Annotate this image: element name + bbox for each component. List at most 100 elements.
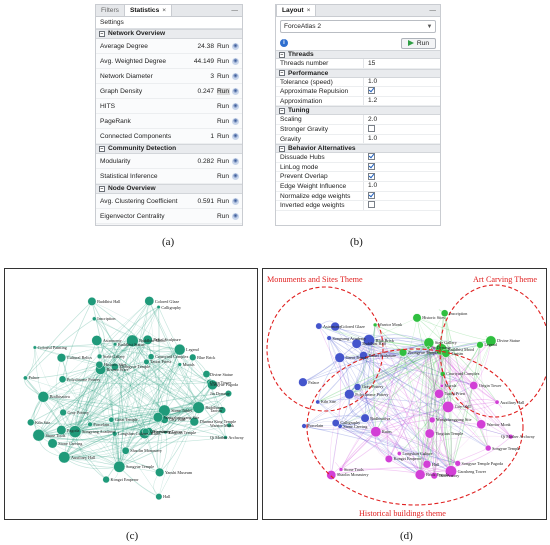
value-field-threads-number[interactable]: 15 [368,59,376,67]
property-value[interactable] [364,124,440,134]
graph-edge [328,337,449,408]
property-value[interactable] [364,153,440,163]
minimize-icon[interactable]: — [429,7,436,14]
graph-edge [64,425,230,458]
info-icon[interactable]: ◉ [232,117,239,125]
value-field-approximation[interactable]: 1.2 [368,97,378,105]
section-threads[interactable]: − Threads [276,50,440,59]
graph-node [27,418,35,427]
collapse-icon[interactable]: − [99,31,105,37]
info-icon[interactable]: ◉ [232,57,239,65]
collapse-icon[interactable]: − [279,107,285,114]
property-value[interactable] [364,191,440,201]
graph-edge [61,349,180,431]
collapse-icon[interactable]: − [279,70,285,77]
info-icon[interactable]: ◉ [232,212,239,220]
layout-algorithm-select[interactable]: ForceAtlas 2 ▼ [280,20,436,33]
info-icon[interactable]: ◉ [232,157,239,165]
info-icon[interactable]: ◉ [232,102,239,110]
value-field-gravity[interactable]: 1.0 [368,135,378,143]
value-field-scaling[interactable]: 2.0 [368,115,378,123]
run-button[interactable]: Run [217,102,230,110]
info-icon[interactable]: i [280,39,288,47]
graph-edge [419,349,442,475]
graph-edge [317,339,370,403]
run-button[interactable]: Run [217,42,230,50]
monuments-theme-outline [266,286,384,412]
info-icon[interactable]: ◉ [232,197,239,205]
section-community-detection[interactable]: − Community Detection [96,144,242,154]
info-icon[interactable]: ◉ [232,42,239,50]
info-icon[interactable]: ◉ [232,87,239,95]
run-button[interactable]: Run [217,212,230,220]
run-button[interactable]: Run [217,72,230,80]
checkbox-inverted-edge-weights[interactable] [368,201,375,209]
graph-node [424,428,435,439]
tab-filters[interactable]: Filters [101,7,119,14]
graph-edge [74,344,116,432]
node-label: Songyue Pagoda [210,382,239,388]
run-button[interactable]: Run [217,87,230,95]
graph-edge [434,349,444,476]
checkbox-prevent-overlap[interactable] [368,172,375,180]
graph-edge [318,325,442,350]
section-behavior-alternatives[interactable]: − Behavior Alternatives [276,144,440,154]
section-tuning[interactable]: − Tuning [276,106,440,116]
checkbox-linlog-mode[interactable] [368,163,375,170]
section-network-overview[interactable]: − Network Overview [96,29,242,39]
node-label: Songyue Temple [492,445,521,451]
close-icon[interactable]: × [306,7,311,14]
property-value[interactable] [364,162,440,172]
node-label: Wangzhenggang Site [436,417,472,423]
info-icon[interactable]: ◉ [232,172,239,180]
property-value[interactable] [364,172,440,182]
run-button[interactable]: Run [217,157,230,165]
collapse-icon[interactable]: − [279,145,285,152]
graph-edge [75,407,199,432]
monuments-theme-label: Monuments and Sites Theme [267,275,363,284]
run-button[interactable]: Run [217,57,230,65]
graph-edge [339,348,442,359]
graph-edge [339,344,481,360]
graph-node [163,430,168,435]
section-performance[interactable]: − Performance [276,68,440,78]
property-value[interactable] [364,87,440,97]
layout-properties: − Threads Threads number 15− Performance Tole… [276,50,440,211]
minimize-icon[interactable]: — [231,7,238,14]
graph-edge [64,407,199,458]
checkbox-approximate-repulsion[interactable] [368,87,375,95]
collapse-icon[interactable]: − [279,51,285,58]
checkbox-normalize-edge-weights[interactable] [368,191,375,199]
run-button[interactable]: Run [217,197,230,205]
graph-edge [303,349,442,427]
run-button[interactable]: Run [217,117,230,125]
settings-label[interactable]: Settings [96,17,242,29]
run-button[interactable]: Run [217,172,230,180]
tab-layout[interactable]: Layout × [276,5,317,16]
graph-edge [329,337,429,344]
tab-statistics[interactable]: Statistics × [123,5,173,16]
value-field-edge-weight-influence[interactable]: 1.0 [368,182,378,190]
graph-edge [317,401,421,475]
collapse-icon[interactable]: − [99,186,105,192]
run-button[interactable]: Run [217,132,230,140]
checkbox-dissuade-hubs[interactable] [368,153,375,161]
close-icon[interactable]: × [162,7,167,14]
property-value[interactable] [364,201,440,211]
graph-edge [357,386,428,465]
graph-edge [426,373,444,465]
checkbox-stronger-gravity[interactable] [368,125,375,133]
graph-edge [38,361,147,436]
graph-node [397,451,402,456]
run-layout-button[interactable]: Run [400,37,436,49]
graph-edge [114,366,122,434]
graph-edge [75,427,166,433]
collapse-icon[interactable]: − [99,146,105,152]
section-node-overview[interactable]: − Node Overview [96,184,242,194]
graph-node [430,472,438,480]
value-field-tolerance-speed[interactable]: 1.0 [368,78,378,86]
info-icon[interactable]: ◉ [232,132,239,140]
graph-edge [303,415,366,427]
info-icon[interactable]: ◉ [232,72,239,80]
graph-edge [149,300,199,408]
